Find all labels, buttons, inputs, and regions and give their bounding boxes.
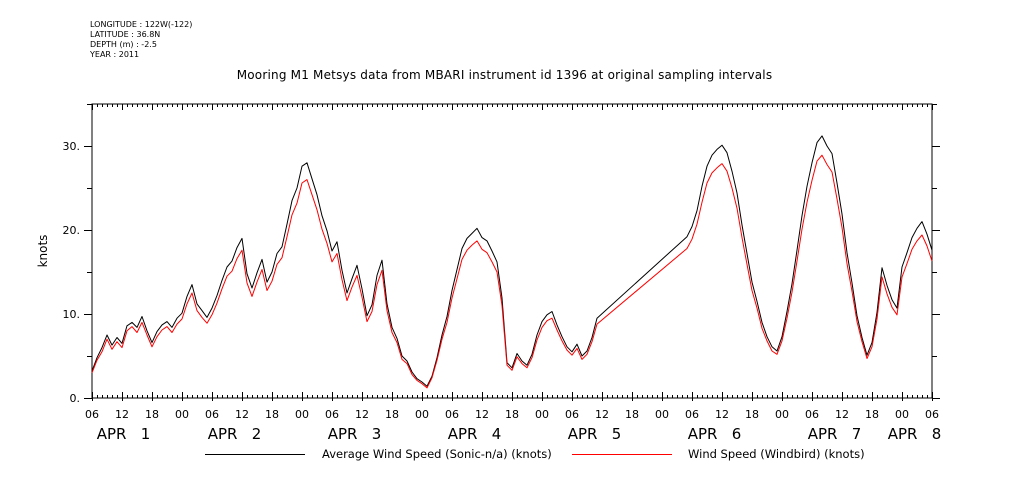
day-label: APR 2 xyxy=(208,425,262,443)
day-label: APR 4 xyxy=(448,425,502,443)
day-label: APR 7 xyxy=(808,425,862,443)
series-average-wind-speed xyxy=(91,135,933,387)
y-tick-label: 30. xyxy=(63,140,81,153)
legend-line-windbird-wind-speed xyxy=(572,454,672,455)
day-label: APR 5 xyxy=(568,425,622,443)
x-tick-label: 00 xyxy=(535,408,549,421)
x-tick-label: 18 xyxy=(265,408,279,421)
day-label: APR 3 xyxy=(328,425,382,443)
x-tick-label: 06 xyxy=(325,408,339,421)
metadata-block: LONGITUDE : 122W(-122) LATITUDE : 36.8N … xyxy=(90,20,192,60)
day-label: APR 6 xyxy=(688,425,742,443)
legend-label-windbird-wind-speed: Wind Speed (Windbird) (knots) xyxy=(688,447,865,461)
legend-label-average-wind-speed: Average Wind Speed (Sonic-n/a) (knots) xyxy=(322,447,552,461)
x-tick-label: 18 xyxy=(145,408,159,421)
x-tick-label: 00 xyxy=(895,408,909,421)
x-tick-label: 12 xyxy=(355,408,369,421)
x-tick-label: 06 xyxy=(565,408,579,421)
plot-frame xyxy=(91,103,933,399)
depth-label: DEPTH (m) : -2.5 xyxy=(90,40,157,49)
x-tick-label: 06 xyxy=(805,408,819,421)
y-tick-label: 0. xyxy=(70,392,81,405)
x-tick-label: 06 xyxy=(85,408,99,421)
x-tick-label: 00 xyxy=(175,408,189,421)
x-tick-label: 00 xyxy=(415,408,429,421)
x-tick-label: 12 xyxy=(835,408,849,421)
day-label: APR 8 xyxy=(888,425,942,443)
x-tick-label: 00 xyxy=(655,408,669,421)
x-tick-label: 12 xyxy=(595,408,609,421)
series-windbird-wind-speed xyxy=(91,154,933,389)
x-tick-label: 18 xyxy=(385,408,399,421)
x-tick-label: 18 xyxy=(745,408,759,421)
x-tick-label: 00 xyxy=(295,408,309,421)
chart-title: Mooring M1 Metsys data from MBARI instru… xyxy=(236,68,773,82)
legend-line-average-wind-speed xyxy=(205,454,305,455)
x-tick-label: 12 xyxy=(235,408,249,421)
y-axis-label: knots xyxy=(36,235,50,268)
day-label: APR 1 xyxy=(97,425,151,443)
latitude-label: LATITUDE : 36.8N xyxy=(90,30,161,39)
year-label: YEAR : 2011 xyxy=(90,50,140,59)
x-tick-label: 06 xyxy=(205,408,219,421)
longitude-label: LONGITUDE : 122W(-122) xyxy=(90,20,193,29)
x-tick-label: 00 xyxy=(775,408,789,421)
legend: Average Wind Speed (Sonic-n/a) (knots) W… xyxy=(0,447,1009,467)
y-tick-label: 10. xyxy=(63,308,81,321)
x-tick-label: 12 xyxy=(715,408,729,421)
x-tick-label: 18 xyxy=(865,408,879,421)
x-tick-label: 12 xyxy=(115,408,129,421)
x-tick-label: 06 xyxy=(925,408,939,421)
x-tick-label: 06 xyxy=(685,408,699,421)
x-tick-label: 06 xyxy=(445,408,459,421)
x-tick-label: 12 xyxy=(475,408,489,421)
x-tick-label: 18 xyxy=(625,408,639,421)
y-tick-label: 20. xyxy=(63,224,81,237)
x-tick-label: 18 xyxy=(505,408,519,421)
